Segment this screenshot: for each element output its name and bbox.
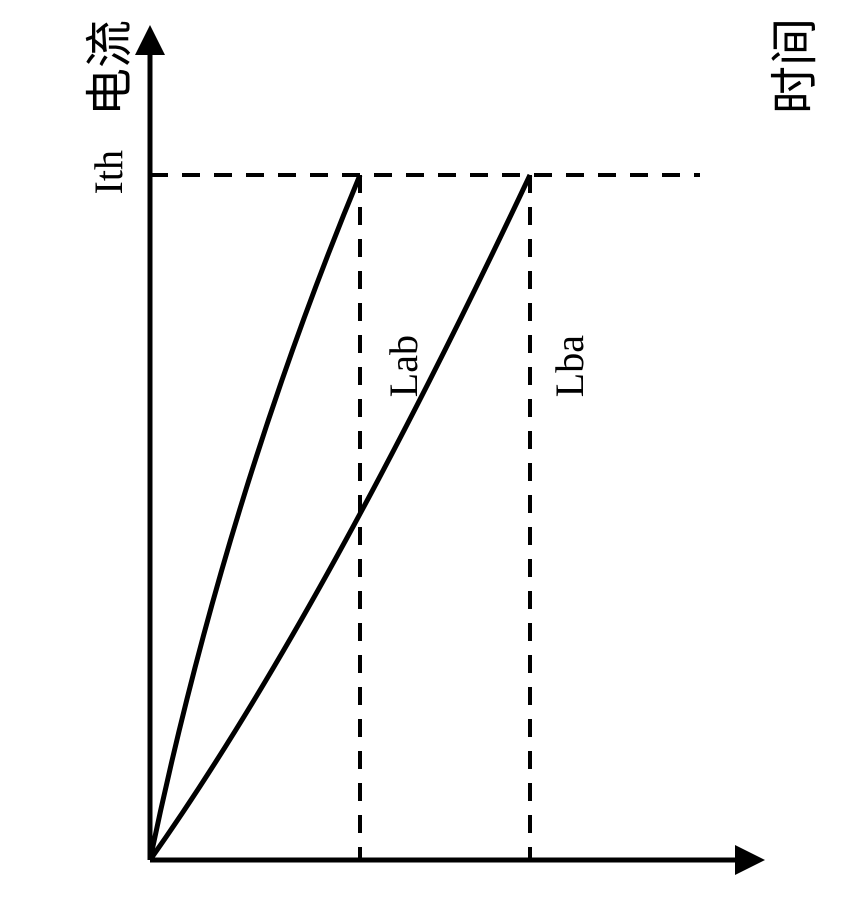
x-axis-label: 时间 [755, 18, 825, 114]
y-tick-ith: Ith [85, 150, 132, 194]
x-tick-lab: Lab [380, 335, 427, 397]
chart-svg [0, 0, 841, 918]
y-axis-label: 电流 [70, 20, 140, 116]
curve-1 [150, 175, 360, 860]
chart-container: 电流 时间 Ith Lab Lba [0, 0, 841, 918]
curve-2 [150, 175, 530, 860]
arrow-x-icon [735, 845, 765, 875]
x-tick-lba: Lba [546, 335, 593, 397]
